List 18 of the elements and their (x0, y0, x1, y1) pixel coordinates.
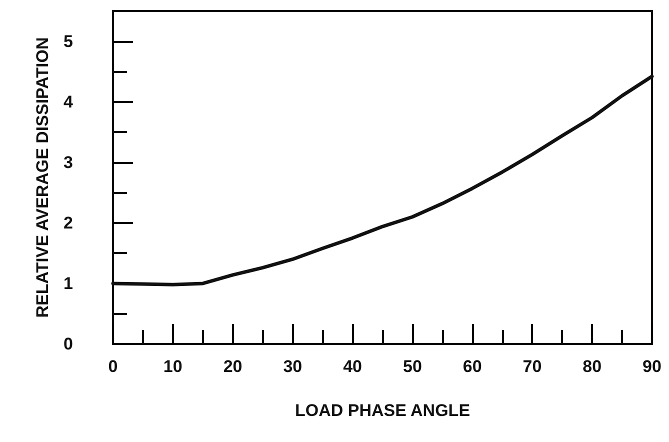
x-tick-label: 80 (582, 357, 602, 376)
x-tick-label: 10 (163, 357, 182, 376)
y-tick-label: 2 (64, 213, 73, 232)
y-tick-label: 3 (64, 152, 73, 172)
y-tick-label: 4 (64, 92, 74, 112)
x-tick-label: 0 (108, 357, 118, 376)
x-tick-label: 60 (462, 357, 482, 376)
y-tick-label: 5 (64, 32, 73, 51)
y-axis-title: RELATIVE AVERAGE DISSIPATION (33, 37, 52, 318)
y-tick-label: 0 (64, 334, 73, 354)
x-tick-label: 50 (402, 357, 422, 376)
x-tick-label: 30 (283, 357, 302, 376)
y-tick-label: 1 (64, 274, 73, 293)
x-tick-label: 20 (223, 357, 242, 376)
x-tick-label: 70 (522, 357, 542, 376)
x-axis-title: LOAD PHASE ANGLE (294, 401, 470, 420)
x-tick-label: 90 (642, 357, 662, 376)
x-tick-label: 40 (343, 357, 362, 376)
